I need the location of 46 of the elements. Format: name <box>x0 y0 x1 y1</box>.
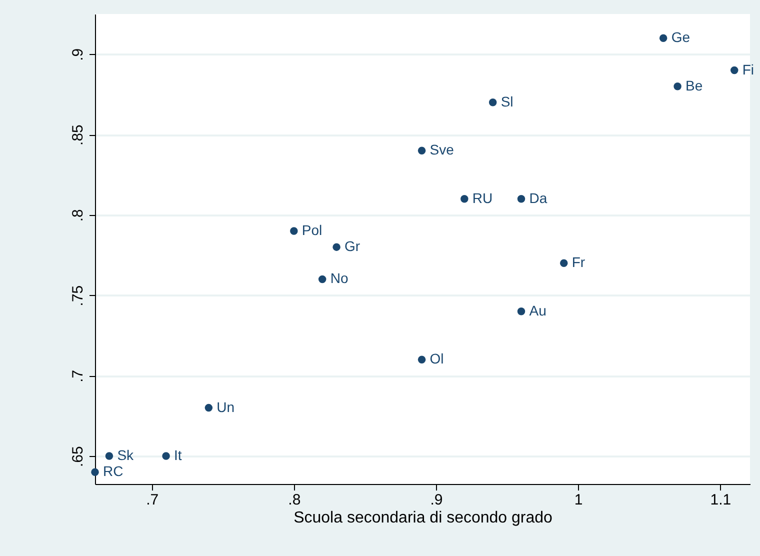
point <box>674 82 682 90</box>
point <box>290 227 298 235</box>
annotation: Da <box>529 190 548 206</box>
x-tick-label: 1 <box>574 492 583 508</box>
point <box>517 194 526 203</box>
annotation: Un <box>216 398 235 415</box>
x-axis-title: Scuola secondaria di secondo grado <box>294 510 553 526</box>
annotation: Sl <box>500 93 514 110</box>
annotation: Be <box>686 77 703 94</box>
annotation: It <box>174 447 182 464</box>
point <box>418 356 426 364</box>
annotation: RC <box>103 463 124 480</box>
annotation: Ge <box>671 29 690 46</box>
x-tick-label: .9 <box>430 492 443 508</box>
point <box>105 452 114 460</box>
point <box>91 468 99 476</box>
annotation: Sve <box>430 142 454 158</box>
point <box>204 404 213 412</box>
y-tick-label: .9 <box>70 48 86 61</box>
point <box>730 66 738 74</box>
x-tick-label: 1.1 <box>710 492 732 508</box>
y-tick-label: .85 <box>70 124 86 146</box>
annotation: RU <box>472 190 493 206</box>
point <box>418 146 426 154</box>
point <box>560 259 568 268</box>
annotation: Au <box>529 302 546 318</box>
point <box>332 243 340 251</box>
point <box>460 194 468 203</box>
point <box>659 34 668 42</box>
y-tick-label: .75 <box>70 285 86 306</box>
annotation: Fr <box>572 254 586 270</box>
point <box>488 98 497 106</box>
y-tick-label: .8 <box>70 209 86 222</box>
x-tick-label: .7 <box>146 492 159 508</box>
annotation: Ol <box>430 350 444 367</box>
annotation: Gr <box>344 238 360 254</box>
y-tick-label: .65 <box>70 446 86 467</box>
point <box>162 452 170 460</box>
annotation: No <box>330 270 348 286</box>
y-tick-label: .7 <box>70 370 86 382</box>
x-tick-label: .8 <box>288 492 301 508</box>
point <box>517 308 526 316</box>
annotation: Sk <box>117 447 135 464</box>
annotation: Pol <box>302 222 322 238</box>
annotation: Fi <box>742 61 754 78</box>
point <box>318 275 326 284</box>
